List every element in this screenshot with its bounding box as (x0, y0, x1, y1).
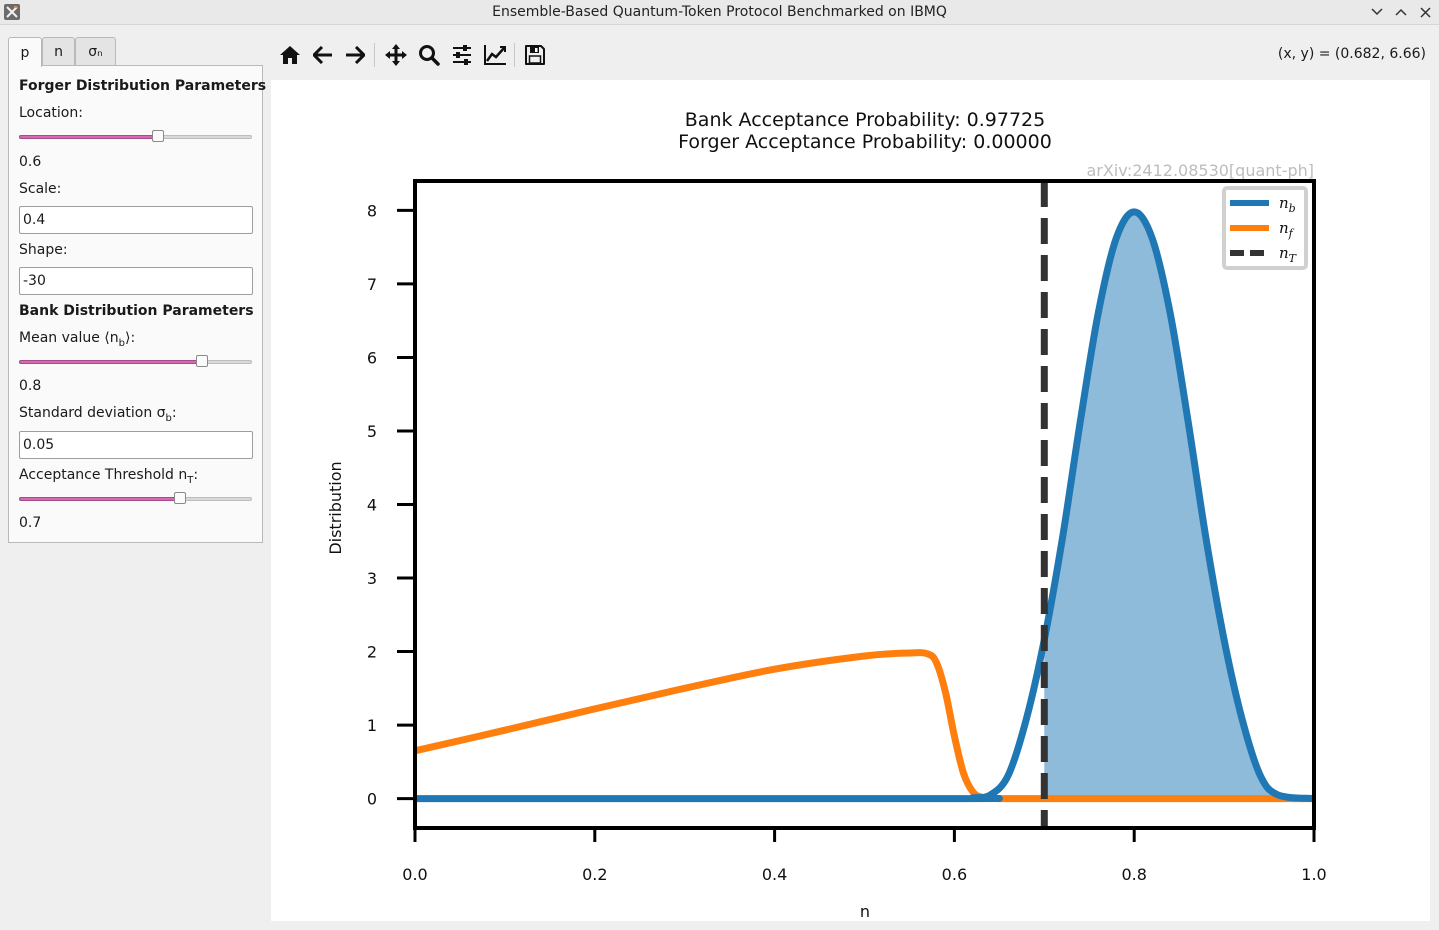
app-icon (4, 4, 20, 20)
x-axis-label: n (860, 902, 870, 921)
axes: 0.0 0.2 0.4 0.6 0.8 1.0 0 1 2 3 4 5 6 7 8 (367, 179, 1327, 884)
watermark: arXiv:2412.08530[quant-ph] (1086, 161, 1314, 180)
slider-handle[interactable] (173, 492, 186, 504)
std-label: Standard deviation σb: (19, 405, 177, 424)
scale-input[interactable] (19, 206, 253, 234)
back-button[interactable] (309, 41, 337, 69)
zoom-button[interactable] (415, 41, 443, 69)
save-icon (525, 45, 545, 65)
y-axis-label: Distribution (326, 461, 345, 554)
mean-value: 0.8 (19, 378, 42, 394)
close-icon (1419, 6, 1431, 18)
forward-arrow-icon (346, 46, 365, 64)
threshold-slider[interactable] (19, 492, 252, 506)
figure-canvas[interactable]: Bank Acceptance Probability: 0.97725 For… (271, 80, 1430, 921)
scale-label: Scale: (19, 181, 62, 197)
forward-button[interactable] (341, 41, 369, 69)
pan-icon (385, 44, 407, 66)
window-title: Ensemble-Based Quantum-Token Protocol Be… (492, 4, 947, 20)
tab-label: p (20, 44, 30, 61)
y-tick-label: 0 (367, 790, 377, 809)
close-button[interactable] (1414, 2, 1436, 22)
chart-title-line2: Forger Acceptance Probability: 0.00000 (678, 131, 1052, 153)
y-tick-label: 4 (367, 496, 377, 515)
maximize-button[interactable] (1390, 2, 1412, 22)
home-button[interactable] (276, 41, 304, 69)
back-arrow-icon (313, 46, 332, 64)
y-tick-label: 8 (367, 201, 377, 220)
location-slider[interactable] (19, 130, 252, 144)
edit-axis-button[interactable] (481, 41, 509, 69)
x-tick-label: 0.8 (1121, 865, 1146, 884)
minimize-button[interactable] (1366, 2, 1388, 22)
mean-label: Mean value ⟨nb⟩: (19, 330, 136, 349)
toolbar-separator (514, 43, 515, 67)
plot-area (414, 181, 1315, 828)
window-titlebar: Ensemble-Based Quantum-Token Protocol Be… (0, 0, 1439, 25)
threshold-label: Acceptance Threshold nT: (19, 467, 199, 486)
slider-handle[interactable] (151, 130, 164, 142)
shape-input[interactable] (19, 267, 253, 295)
chart-title-line1: Bank Acceptance Probability: 0.97725 (685, 109, 1045, 131)
threshold-value: 0.7 (19, 515, 42, 531)
cursor-coordinates: (x, y) = (0.682, 6.66) (1277, 46, 1426, 62)
tab-p[interactable]: p (8, 37, 42, 67)
toolbar-separator (374, 43, 375, 67)
x-tick-label: 0.4 (762, 865, 787, 884)
tab-sigma-n[interactable]: σₙ (75, 37, 116, 66)
save-button[interactable] (521, 41, 549, 69)
home-icon (280, 46, 300, 64)
series-line-n-b (414, 208, 1315, 803)
location-label: Location: (19, 105, 83, 121)
x-tick-label: 1.0 (1301, 865, 1326, 884)
acceptance-shaded-region (1044, 211, 1314, 799)
configure-subplots-button[interactable] (448, 41, 476, 69)
zoom-icon (419, 45, 440, 66)
y-tick-label: 2 (367, 643, 377, 662)
y-tick-label: 6 (367, 348, 377, 367)
x-tick-label: 0.2 (582, 865, 607, 884)
mean-slider[interactable] (19, 355, 252, 369)
chevron-down-icon (1371, 8, 1383, 16)
pan-button[interactable] (382, 41, 410, 69)
y-tick-label: 5 (367, 422, 377, 441)
y-tick-label: 7 (367, 275, 377, 294)
parameter-panel (8, 65, 263, 543)
slider-handle[interactable] (195, 355, 208, 367)
configure-subplots-icon (453, 45, 471, 65)
location-value: 0.6 (19, 154, 42, 170)
y-tick-label: 1 (367, 716, 377, 735)
tab-n[interactable]: n (42, 37, 75, 66)
tab-label: σₙ (88, 43, 103, 60)
tab-label: n (54, 43, 63, 60)
x-tick-label: 0.6 (942, 865, 967, 884)
distribution-chart[interactable]: Bank Acceptance Probability: 0.97725 For… (271, 80, 1430, 921)
x-tick-label: 0.0 (402, 865, 427, 884)
bank-section-header: Bank Distribution Parameters (19, 303, 254, 319)
edit-axis-icon (484, 45, 506, 65)
std-input[interactable] (19, 431, 253, 459)
y-tick-label: 3 (367, 569, 377, 588)
chevron-up-icon (1395, 8, 1407, 16)
shape-label: Shape: (19, 242, 68, 258)
forger-section-header: Forger Distribution Parameters (19, 78, 267, 94)
